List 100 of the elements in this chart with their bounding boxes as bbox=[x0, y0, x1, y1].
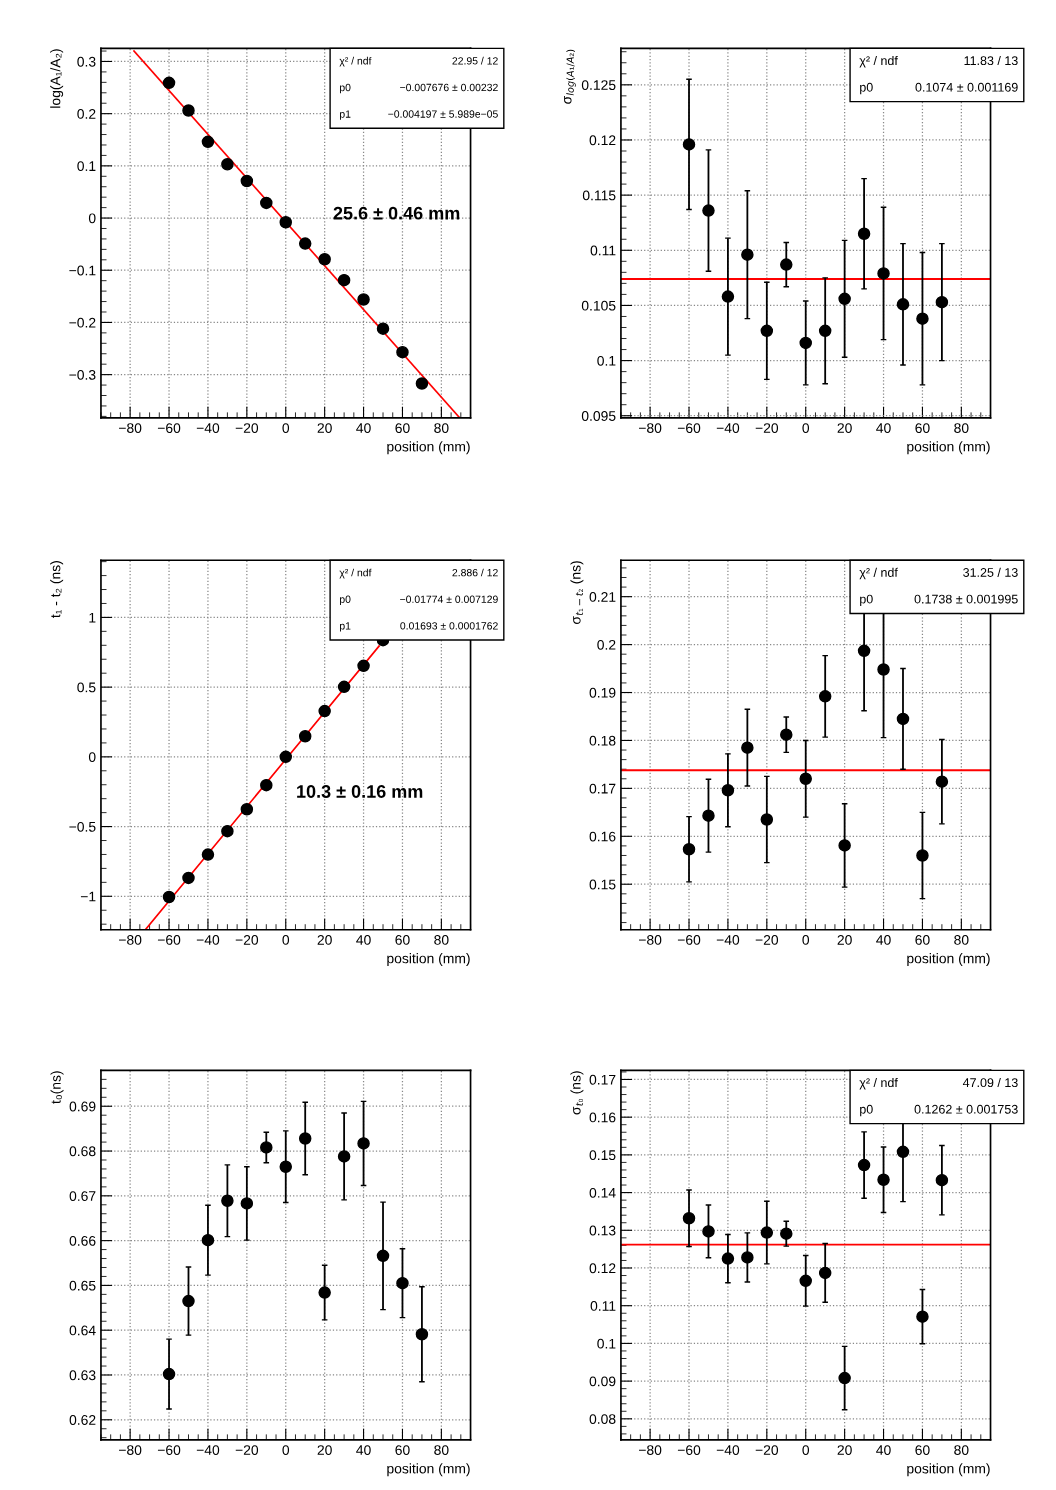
x-tick-label: 0 bbox=[282, 934, 290, 945]
point bbox=[201, 135, 215, 149]
point bbox=[838, 1371, 851, 1385]
y-tick-label: 0.12 bbox=[589, 135, 616, 146]
y-axis-title: σ$_{t₀}$ (ns) bbox=[570, 1071, 584, 1115]
annotation: χ² / ndf bbox=[859, 55, 898, 68]
y-axis-title: log(A₁/A₂) bbox=[50, 49, 64, 108]
y-tick-label: 0.11 bbox=[590, 245, 616, 256]
annotation: p0 bbox=[860, 1104, 873, 1117]
x-tick-label: 40 bbox=[876, 934, 891, 945]
x-tick-label: −40 bbox=[196, 934, 220, 945]
point bbox=[857, 227, 871, 240]
y-tick-label: 0.09 bbox=[589, 1376, 616, 1387]
annotation: 0.1738 ± 0.001995 bbox=[914, 594, 1018, 604]
x-tick-label: 20 bbox=[837, 1445, 852, 1455]
point bbox=[221, 824, 234, 838]
point bbox=[357, 1137, 370, 1150]
y-tick-label: 0.14 bbox=[589, 1187, 616, 1198]
point bbox=[741, 248, 754, 261]
x-tick-label: −60 bbox=[157, 1445, 181, 1455]
y-axis-title: σ$_{t₁−t₂}$ (ns) bbox=[570, 561, 584, 624]
point bbox=[916, 312, 929, 325]
point bbox=[260, 778, 273, 792]
y-tick-label: 0.66 bbox=[69, 1235, 96, 1246]
x-tick-label: 80 bbox=[434, 934, 449, 945]
point bbox=[935, 295, 949, 309]
annotation: 0.01693 ± 0.0001762 bbox=[400, 622, 498, 630]
y-tick-label: 0.125 bbox=[581, 80, 616, 90]
point bbox=[896, 1145, 910, 1159]
point bbox=[818, 1266, 832, 1280]
y-tick-label: 0.17 bbox=[589, 783, 616, 794]
x-tick-label: −60 bbox=[157, 934, 181, 945]
x-tick-label: −80 bbox=[639, 1445, 662, 1455]
x-tick-label: 80 bbox=[434, 1445, 449, 1455]
point bbox=[201, 1233, 215, 1247]
x-tick-label: −60 bbox=[157, 423, 181, 434]
point bbox=[780, 1227, 793, 1240]
point bbox=[857, 644, 871, 658]
x-tick-label: −20 bbox=[235, 423, 259, 434]
point bbox=[182, 104, 195, 117]
point bbox=[682, 138, 696, 151]
annotation: 10.3 ± 0.16 mm bbox=[297, 785, 423, 798]
annotation: 0.1074 ± 0.001169 bbox=[915, 82, 1018, 92]
x-axis-title: position (mm) bbox=[387, 441, 470, 455]
point bbox=[182, 871, 195, 885]
point bbox=[799, 1274, 812, 1288]
x-tick-label: 40 bbox=[876, 423, 891, 434]
annotation: 0.1262 ± 0.001753 bbox=[914, 1104, 1018, 1114]
x-tick-label: −60 bbox=[677, 423, 701, 434]
point bbox=[318, 1286, 331, 1299]
point bbox=[877, 1173, 890, 1187]
annotation: p0 bbox=[340, 595, 351, 605]
x-tick-label: 60 bbox=[395, 934, 410, 945]
x-tick-label: 0 bbox=[802, 423, 810, 434]
x-tick-label: −80 bbox=[639, 423, 662, 434]
point bbox=[702, 204, 715, 217]
x-tick-label: 40 bbox=[356, 423, 371, 434]
point bbox=[877, 663, 890, 676]
point bbox=[415, 377, 429, 390]
y-tick-label: 0.64 bbox=[69, 1325, 96, 1336]
point bbox=[240, 803, 254, 816]
annotation: p1 bbox=[340, 110, 351, 120]
y-axis-title: t₀(ns) bbox=[50, 1071, 64, 1104]
point bbox=[741, 1251, 754, 1264]
x-tick-label: 60 bbox=[915, 423, 930, 434]
y-tick-label: 0.69 bbox=[69, 1101, 96, 1112]
x-tick-label: 20 bbox=[317, 934, 332, 945]
point bbox=[318, 704, 331, 718]
x-tick-label: 80 bbox=[954, 1445, 969, 1455]
x-tick-label: 80 bbox=[954, 934, 969, 945]
x-tick-label: 20 bbox=[837, 934, 852, 945]
x-tick-label: −20 bbox=[755, 934, 779, 945]
y-tick-label: 0 bbox=[88, 752, 96, 763]
x-tick-label: 60 bbox=[915, 934, 930, 945]
y-tick-label: −0.2 bbox=[69, 317, 96, 328]
x-tick-label: 40 bbox=[876, 1445, 891, 1455]
point bbox=[838, 839, 851, 852]
point bbox=[201, 848, 215, 861]
y-tick-label: 0.62 bbox=[69, 1415, 96, 1425]
x-tick-label: −20 bbox=[235, 1445, 259, 1455]
point bbox=[799, 336, 812, 350]
x-tick-label: 60 bbox=[915, 1445, 930, 1455]
point bbox=[337, 680, 351, 694]
y-tick-label: 0 bbox=[88, 213, 96, 224]
point bbox=[857, 1158, 871, 1172]
y-tick-label: 0.5 bbox=[77, 682, 96, 693]
y-tick-label: 0.115 bbox=[582, 190, 616, 201]
x-tick-label: 60 bbox=[395, 423, 410, 434]
point bbox=[357, 659, 370, 673]
x-tick-label: 60 bbox=[395, 1445, 410, 1455]
point bbox=[162, 890, 176, 904]
x-tick-label: 40 bbox=[356, 934, 371, 945]
point bbox=[240, 1197, 254, 1210]
point bbox=[318, 253, 331, 266]
y-tick-label: 0.08 bbox=[589, 1414, 616, 1424]
x-tick-label: −40 bbox=[196, 423, 220, 434]
point bbox=[877, 267, 890, 280]
point bbox=[240, 174, 254, 188]
y-tick-label: 0.13 bbox=[589, 1225, 616, 1236]
y-tick-label: 0.1 bbox=[77, 161, 96, 172]
